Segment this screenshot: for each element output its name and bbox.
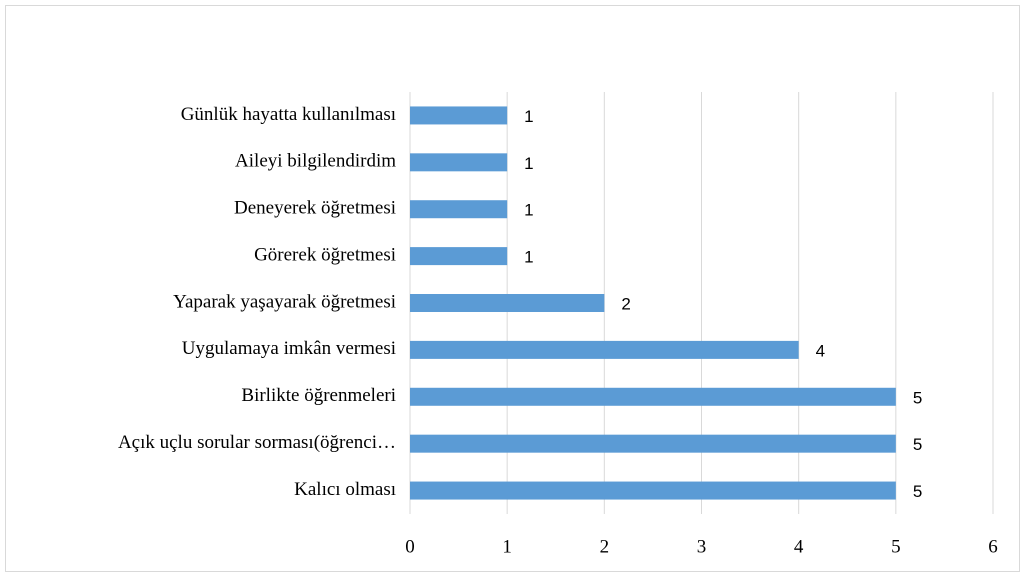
y-tick-label: Uygulamaya imkân vermesi [182,338,396,359]
x-tick-label: 0 [405,536,415,557]
value-label: 1 [524,154,533,173]
bar [410,200,508,219]
value-label: 1 [524,248,533,267]
y-tick-label: Günlük hayatta kullanılması [181,104,396,125]
x-tick-label: 5 [891,536,901,557]
value-label: 5 [913,388,922,407]
y-tick-label: Aileyi bilgilendirdim [235,151,396,172]
value-label: 5 [913,435,922,454]
y-tick-label: Birlikte öğrenmeleri [241,385,396,406]
bar [410,340,799,359]
chart-frame [5,5,1020,572]
value-label: 5 [913,482,922,501]
bar [410,153,508,172]
y-tick-label: Deneyerek öğretmesi [234,198,396,219]
y-tick-label: Kalıcı olması [294,479,396,500]
y-tick-label: Açık uçlu sorular sorması(öğrenci… [118,432,396,453]
x-tick-label: 4 [794,536,804,557]
bar [410,481,896,500]
bar [410,387,896,406]
value-label: 1 [524,107,533,126]
y-tick-label: Yaparak yaşayarak öğretmesi [173,291,396,312]
x-tick-label: 3 [697,536,707,557]
x-tick-label: 6 [988,536,998,557]
value-label: 1 [524,201,533,220]
x-tick-label: 1 [502,536,512,557]
value-label: 2 [621,294,630,313]
y-tick-label: Görerek öğretmesi [254,244,396,265]
bar [410,247,508,266]
x-tick-label: 2 [600,536,610,557]
bar [410,434,896,453]
bar [410,106,508,125]
value-label: 4 [816,341,825,360]
bar [410,294,605,312]
